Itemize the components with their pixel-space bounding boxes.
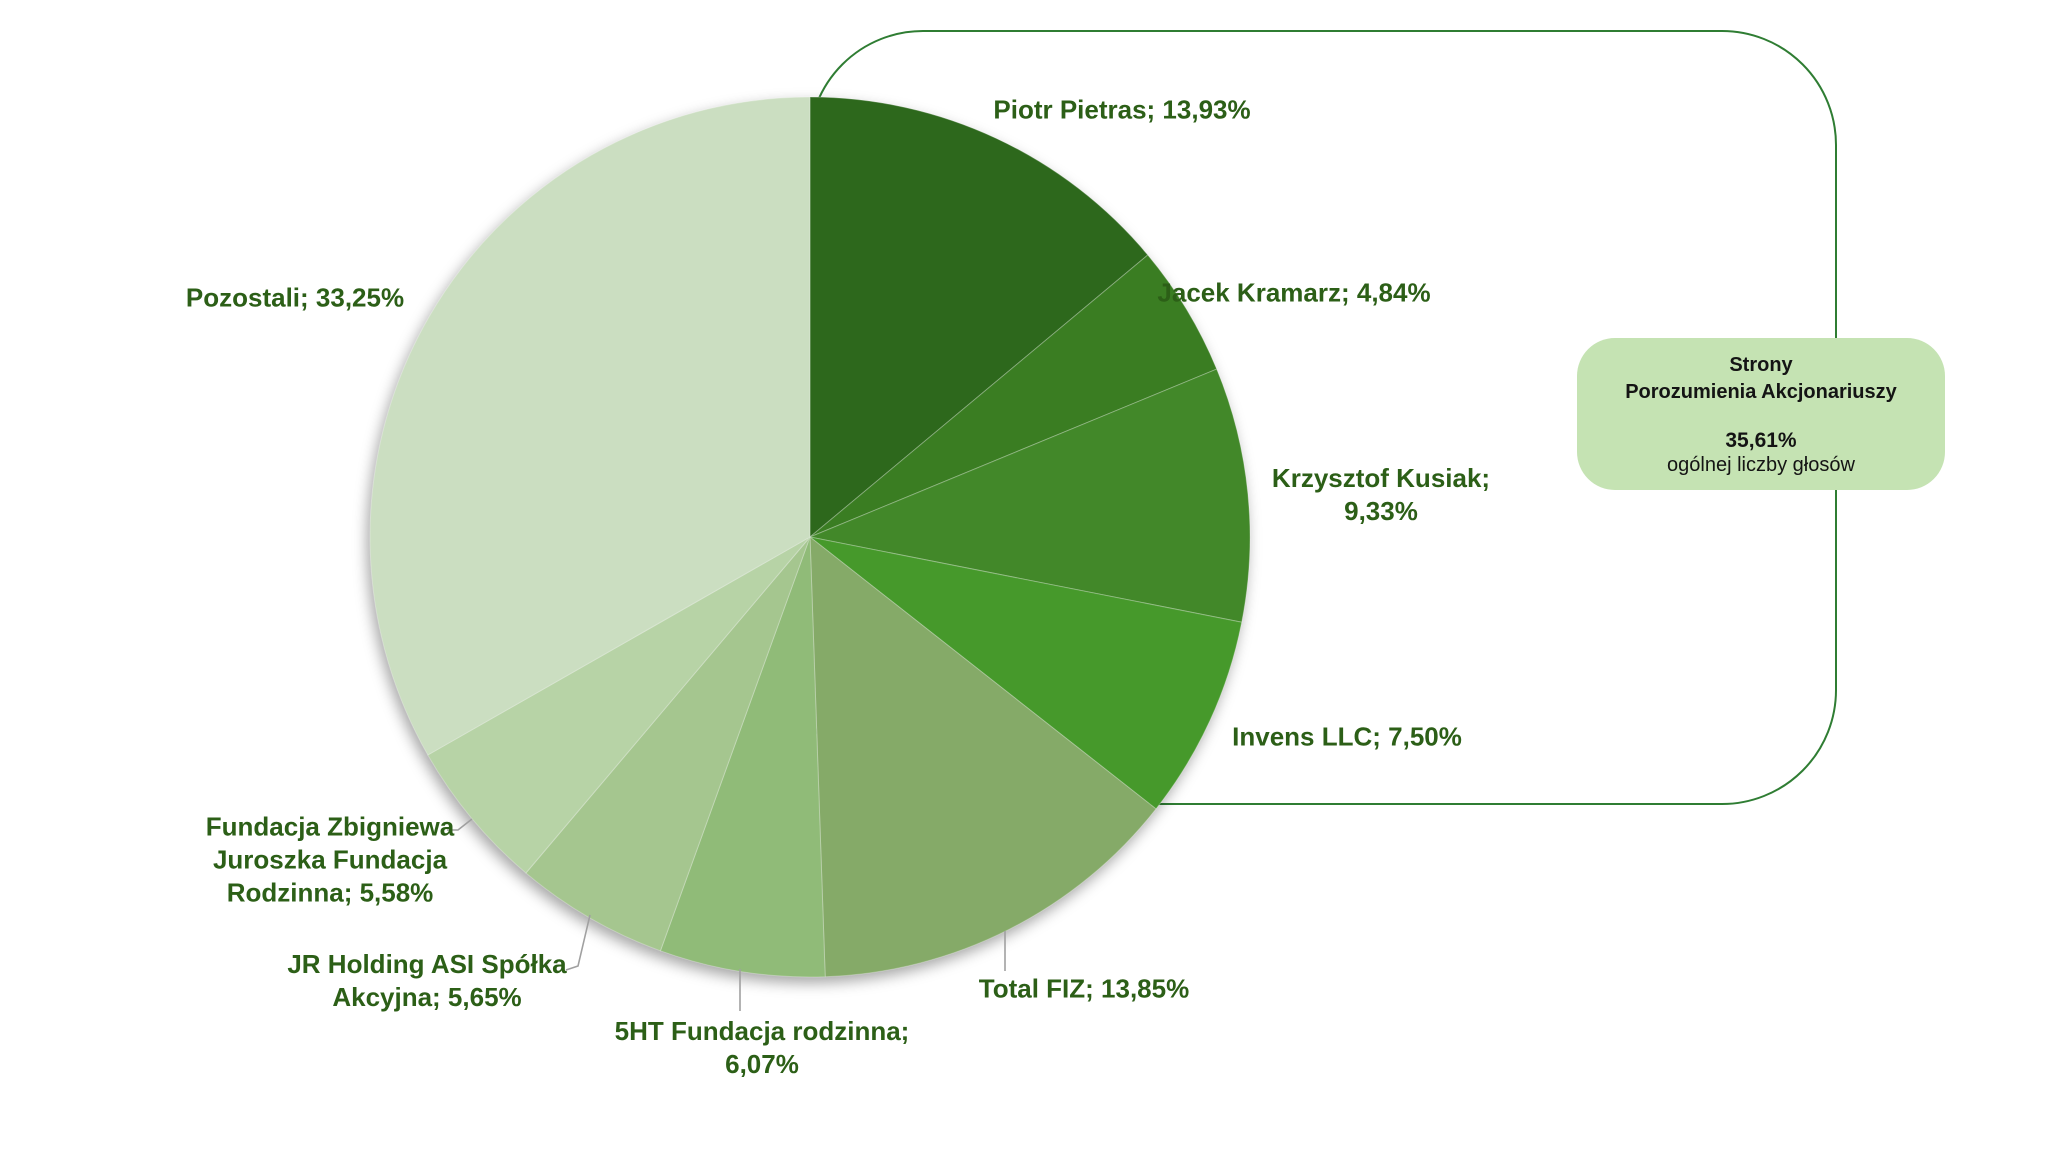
label-jr-holding: JR Holding ASI Spółka Akcyjna; 5,65% [267, 948, 587, 1014]
label-krzysztof-kusiak-line1: Krzysztof Kusiak; [1271, 463, 1491, 493]
pie-slice-pozostali [369, 96, 811, 756]
label-pozostali-text: Pozostali; 33,25% [185, 282, 405, 313]
pie-slices-group [369, 96, 1251, 978]
label-piotr-pietras: Piotr Pietras; 13,93% [993, 94, 1250, 127]
label-invens-llc: Invens LLC; 7,50% [1232, 721, 1462, 754]
label-5ht-fundacja: 5HT Fundacja rodzinna; 6,07% [592, 1015, 932, 1081]
agreement-annotation-box: Strony Porozumienia Akcjonariuszy 35,61%… [1577, 338, 1945, 490]
pie-slice-piotr-pietras [809, 96, 1149, 539]
label-jr-holding-line2: Akcyjna; 5,65% [332, 982, 522, 1012]
label-5ht-fundacja-line1: 5HT Fundacja rodzinna; [614, 1016, 910, 1046]
annotation-value: 35,61% [1725, 429, 1797, 452]
annotation-title-line2: Porozumienia Akcjonariuszy [1625, 381, 1897, 403]
label-total-fiz: Total FIZ; 13,85% [979, 973, 1189, 1006]
pie-slice-5ht-fundacja-rodzinna [659, 536, 826, 978]
pie-slice-jacek-kramarz [809, 254, 1218, 538]
label-piotr-pietras-text: Piotr Pietras; 13,93% [993, 94, 1251, 125]
label-fundacja-zbigniewa-line3: Rodzinna; 5,58% [226, 877, 434, 908]
label-fundacja-zbigniewa-line1: Fundacja Zbigniewa [205, 811, 455, 842]
pie-slice-krzysztof-kusiak [808, 368, 1251, 623]
leader-line-fundacja-zbigniewa [447, 818, 473, 831]
label-pozostali: Pozostali; 33,25% [186, 282, 404, 315]
annotation-title-line1: Strony [1729, 354, 1793, 376]
label-fundacja-zbigniewa: Fundacja Zbigniewa Juroszka Fundacja Rod… [180, 811, 480, 910]
pie-slice-fundacja-zbigniewa-juroszka-fundacja-rodzinna [427, 536, 811, 874]
label-5ht-fundacja-line2: 6,07% [725, 1049, 799, 1079]
leader-line-jr-holding [565, 914, 591, 971]
label-jr-holding-line1: JR Holding ASI Spółka [287, 949, 567, 979]
label-invens-llc-text: Invens LLC; 7,50% [1232, 721, 1462, 752]
label-krzysztof-kusiak: Krzysztof Kusiak; 9,33% [1246, 462, 1516, 528]
pie-slice-invens-llc [809, 536, 1243, 810]
label-jacek-kramarz-text: Jacek Kramarz; 4,84% [1157, 277, 1431, 308]
label-fundacja-zbigniewa-line2: Juroszka Fundacja [212, 844, 448, 875]
annotation-caption: ogólnej liczby głosów [1667, 454, 1855, 476]
pie-slice-total-fiz [809, 535, 1157, 978]
label-total-fiz-text: Total FIZ; 13,85% [978, 973, 1190, 1004]
label-krzysztof-kusiak-line2: 9,33% [1344, 496, 1418, 526]
label-jacek-kramarz: Jacek Kramarz; 4,84% [1157, 277, 1430, 310]
